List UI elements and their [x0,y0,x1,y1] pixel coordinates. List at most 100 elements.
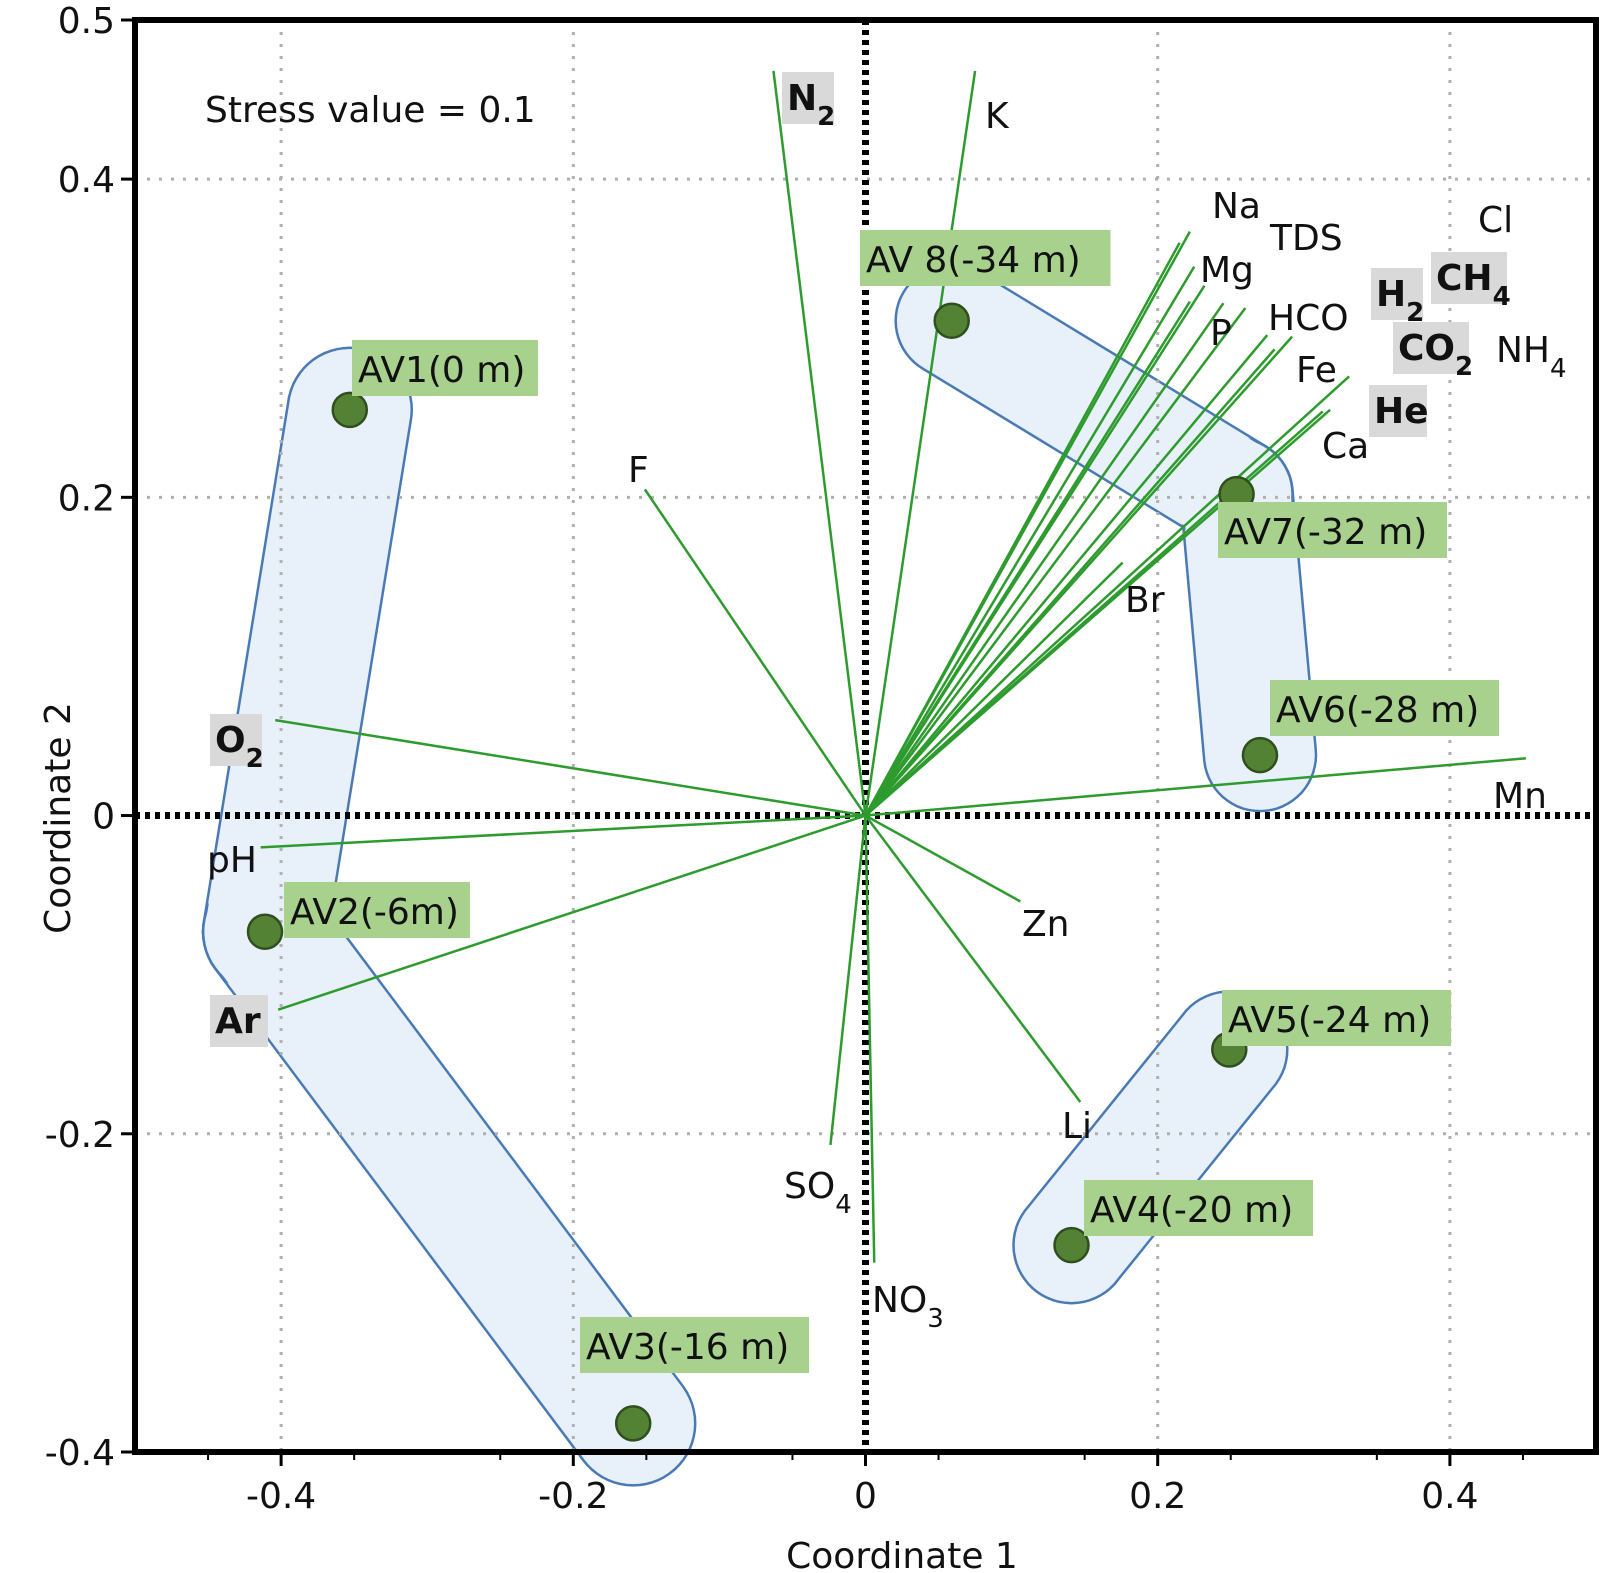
vector-h2 [864,300,1191,817]
vector-so4 [829,815,867,1146]
sample-label-2: AV2(-6m) [290,892,459,933]
var-label-nh4: NH4 [1496,330,1567,384]
vector-mn [865,757,1526,817]
sample-label-4: AV4(-20 m) [1090,1190,1293,1231]
y-axis-title: Coordinate 2 [38,702,79,934]
var-label-mn: Mn [1493,776,1547,817]
sample-group-hulls [201,263,1318,1487]
vector-fe [864,375,1350,817]
var-label-so4: SO4 [784,1166,852,1220]
x-tick-label-3: 0.2 [1129,1476,1186,1517]
sample-point-4 [1053,1226,1090,1264]
sample-label-5: AV5(-24 m) [1228,1000,1431,1041]
sample-label-bg-8 [860,230,1111,286]
var-label-so4-sub: 4 [835,1190,852,1220]
var-label-na: Na [1212,186,1261,227]
group-hull-inner-1-1 [897,266,1291,549]
vector-ph [260,814,866,849]
y-tick-label-0: -0.4 [45,1433,115,1474]
group-hull-outline-2 [1012,990,1289,1305]
var-label-ar: Ar [215,1001,261,1042]
vector-n2 [772,70,867,816]
vector-hco [864,334,1269,817]
var-label-n2-bg [782,72,834,124]
var-label-tds: TDS [1269,218,1343,259]
var-label-ar-bg [210,995,268,1047]
var-label-co2-sub: 2 [1455,352,1473,382]
var-label-he-bg [1369,385,1427,437]
y-tick-label-3: 0.2 [58,478,115,519]
vector-zn [864,814,1021,903]
y-tick-label-5: 0.5 [58,1,115,42]
var-label-fe: Fe [1296,350,1337,391]
x-tick-label-2: 0 [854,1476,877,1517]
var-label-ch4-sub: 4 [1493,282,1511,312]
vector-no3 [864,815,876,1263]
sample-label-bg-4 [1084,1180,1313,1236]
vector-ca [864,410,1324,817]
vector-br [864,561,1124,817]
var-label-ph: pH [207,840,257,881]
var-label-nh4-sub: 4 [1550,354,1567,384]
sample-label-bg-7 [1218,502,1447,558]
sample-label-bg-3 [580,1317,809,1373]
vector-ar [277,814,866,1011]
x-tick-label-0: -0.4 [246,1476,316,1517]
group-hull-fill-2 [1013,991,1288,1304]
vector-p [864,307,1247,817]
var-label-f: F [628,450,649,491]
var-label-mg: Mg [1200,250,1254,291]
var-label-o2-sub: 2 [246,744,264,774]
y-tick-label-4: 0.4 [58,160,115,201]
sample-label-bg-1 [352,340,538,396]
sample-label-bg-6 [1270,680,1499,736]
var-label-h2-bg [1371,268,1423,320]
var-label-ch4-bg [1431,252,1507,304]
var-label-co2-bg [1393,322,1469,374]
sample-point-1 [331,391,369,429]
x-tick-label-4: 0.4 [1421,1476,1478,1517]
variable-vectors [260,70,1526,1263]
x-tick-label-1: -0.2 [538,1476,608,1517]
vector-ch4 [864,302,1225,817]
sample-label-3: AV3(-16 m) [586,1327,789,1368]
sample-point-3 [614,1405,652,1442]
var-label-li: Li [1062,1106,1092,1147]
vector-k [864,70,977,816]
sample-label-8: AV 8(-34 m) [866,240,1081,281]
var-label-k: K [985,96,1010,137]
sample-points [246,302,1279,1442]
sample-label-7: AV7(-32 m) [1224,512,1427,553]
var-label-zn: Zn [1022,904,1069,945]
sample-label-6: AV6(-28 m) [1276,690,1479,731]
vector-tds [864,242,1181,817]
sample-label-bg-2 [284,882,470,938]
vector-f [643,488,867,817]
var-label-n2-sub: 2 [817,102,835,132]
group-hull-inner-0-1 [205,871,694,1484]
var-label-ca: Ca [1322,426,1369,467]
y-tick-label-2: 0 [92,797,115,838]
sample-point-8 [933,302,970,339]
vector-li [864,814,1082,1103]
vector-o2 [275,718,866,817]
var-label-h2-sub: 2 [1406,298,1424,328]
var-label-no3-sub: 3 [927,1304,944,1334]
y-tick-label-1: -0.2 [45,1115,115,1156]
axis-ticks: -0.4 -0.2 0 0.2 0.4 -0.4 -0.2 0 0.2 0.4 0.5 [45,1,1524,1517]
sample-point-2 [246,913,284,950]
stress-value-annotation: Stress value = 0.1 [205,90,536,131]
vector-nh4 [864,335,1294,817]
sample-point-6 [1241,736,1279,774]
var-label-he: He [1374,391,1429,432]
var-label-no3: NO3 [872,1280,944,1334]
var-label-hco: HCO [1268,298,1349,339]
sample-labels: AV1(0 m) AV2(-6m) AV3(-16 m) AV4(-20 m) AV5(… [284,230,1499,1373]
var-label-cl: Cl [1478,200,1513,241]
var-label-p: P [1210,313,1232,354]
x-axis-title: Coordinate 1 [786,1536,1018,1573]
sample-label-bg-5 [1222,990,1451,1046]
vector-cl [864,265,1196,817]
